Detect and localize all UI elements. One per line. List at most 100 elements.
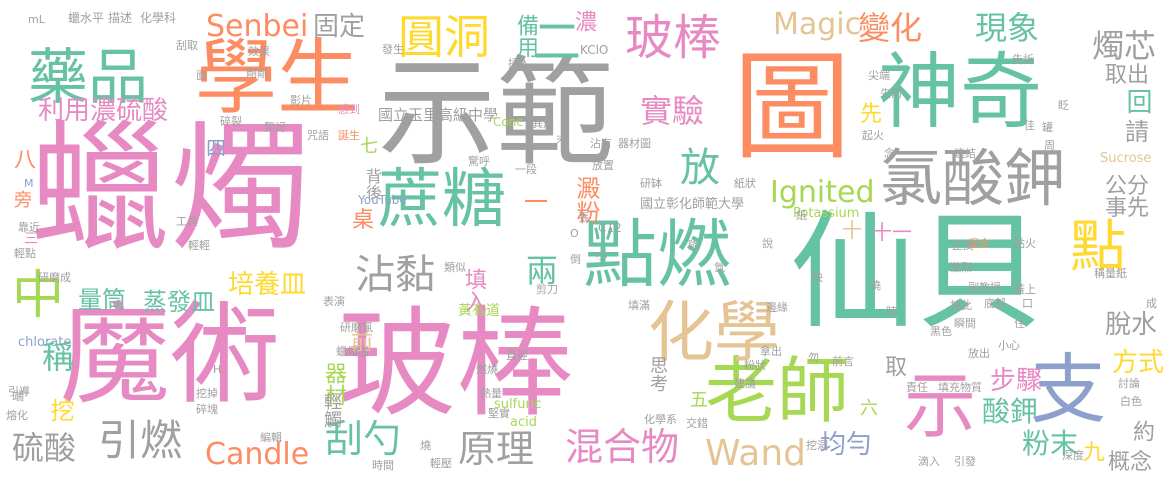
word: 利用濃硫酸 [38, 96, 169, 126]
word: 老師 [705, 349, 850, 433]
word: 先 [860, 102, 883, 127]
word: 圖 [733, 38, 852, 176]
word: 類似 [444, 261, 466, 274]
word: 放出 [968, 347, 990, 360]
word: 混合物 [565, 425, 680, 469]
word: 靠近 [18, 221, 40, 234]
word: 副教授 [968, 281, 1001, 294]
word: 現象 [975, 9, 1040, 47]
word: 點火 [1014, 237, 1036, 250]
word: 白色 [1120, 395, 1142, 408]
word: 引發 [954, 455, 976, 468]
word: 氫 [714, 261, 725, 274]
word: 兩 [521, 254, 559, 286]
word: 粉末 [1022, 427, 1079, 460]
word: 拿出 [760, 345, 782, 358]
word: 九 [1079, 440, 1104, 462]
word: 魔術 [60, 291, 280, 419]
word: 硫酸 [12, 429, 77, 467]
word: 挖掉 [196, 387, 218, 400]
word: 取出 [1105, 63, 1150, 88]
word: 成 [1146, 297, 1157, 310]
word: 一段 [515, 163, 537, 176]
word: 量筒 [78, 286, 126, 314]
word: 激烈 [950, 261, 972, 274]
word: YouTube [358, 193, 407, 207]
word: 取 [881, 355, 906, 377]
word: 填充物質 [938, 381, 982, 394]
word: 前言 [832, 355, 854, 368]
word: 十一 [872, 220, 912, 244]
word: 八 [14, 148, 37, 173]
word: 研缽 [640, 177, 662, 190]
word: Sucrose [1100, 151, 1152, 166]
word: 端 [12, 389, 25, 403]
word: Magic [773, 7, 862, 42]
word: 研磨成 [38, 271, 71, 284]
word: 連結 [954, 147, 976, 160]
word: 沾黏 [355, 252, 435, 298]
word: 誕生 [338, 129, 360, 142]
word: 面 [196, 69, 207, 82]
word: 蒸發皿 [143, 288, 215, 316]
word: Potassium [793, 206, 860, 221]
word: 請 [1125, 118, 1149, 146]
word: 刮取 [176, 39, 198, 52]
word: 底部 [984, 297, 1006, 310]
word: 表演 [323, 295, 345, 308]
word: 培養皿 [228, 270, 307, 300]
word: 念 [884, 147, 895, 160]
word: 刮勺 [325, 417, 402, 461]
word: 熔化 [6, 409, 28, 422]
word: 中 [12, 266, 65, 326]
word: 碎裂 [220, 115, 242, 128]
word: 示範 [378, 44, 615, 182]
word: 沾有 [590, 137, 612, 150]
word: 五 [690, 390, 708, 411]
word: 研磨氯 [340, 321, 373, 334]
word: 事先 [1105, 196, 1150, 221]
word: 眨 [1058, 99, 1069, 112]
word: 邊緣 [766, 301, 788, 314]
word: 正反 [952, 239, 974, 252]
word: 按此 [950, 299, 972, 312]
word: 國立彰化師範大學 [640, 197, 745, 212]
word: 小 [596, 249, 607, 262]
word: 驚呼 [468, 155, 490, 168]
word: 剪刀 [536, 283, 558, 296]
word: 感到 [338, 103, 360, 116]
word: 佳 [1024, 119, 1035, 132]
word: 藥品 [28, 43, 148, 113]
word: 填入 [461, 268, 486, 312]
word: 張 [578, 211, 589, 224]
word: 驚訝 [264, 121, 286, 134]
word: 化學 [648, 294, 780, 371]
word: M [24, 177, 34, 190]
word: 時 [886, 305, 897, 318]
word: 先前 [880, 87, 902, 100]
word: 放 [680, 145, 720, 191]
word: 點燃 [583, 212, 731, 298]
word: 前 [347, 330, 372, 352]
word: 脫水 [1105, 310, 1158, 340]
word: 末 [556, 133, 567, 146]
word: 圓洞 [398, 10, 490, 64]
word: chlorate [18, 335, 72, 350]
word: 快 [812, 271, 823, 284]
word: sulfuric [494, 397, 542, 412]
word: 蠟燭 [30, 108, 311, 271]
word: 住 [1014, 317, 1025, 330]
word: 氯酸鉀 [880, 142, 1067, 215]
word: 尖端 [868, 69, 890, 82]
word: 化學科 [140, 11, 177, 25]
word: 影片 [290, 94, 312, 107]
word: H [213, 363, 222, 376]
word: 瞬間 [954, 317, 976, 330]
word: 小心 [998, 339, 1020, 352]
word: 二 [533, 14, 582, 70]
word: 紙狀 [734, 177, 756, 190]
word: 蠟燭圖 [336, 345, 369, 358]
word: Ignited [770, 175, 875, 210]
word: 燃燒 [476, 363, 498, 376]
